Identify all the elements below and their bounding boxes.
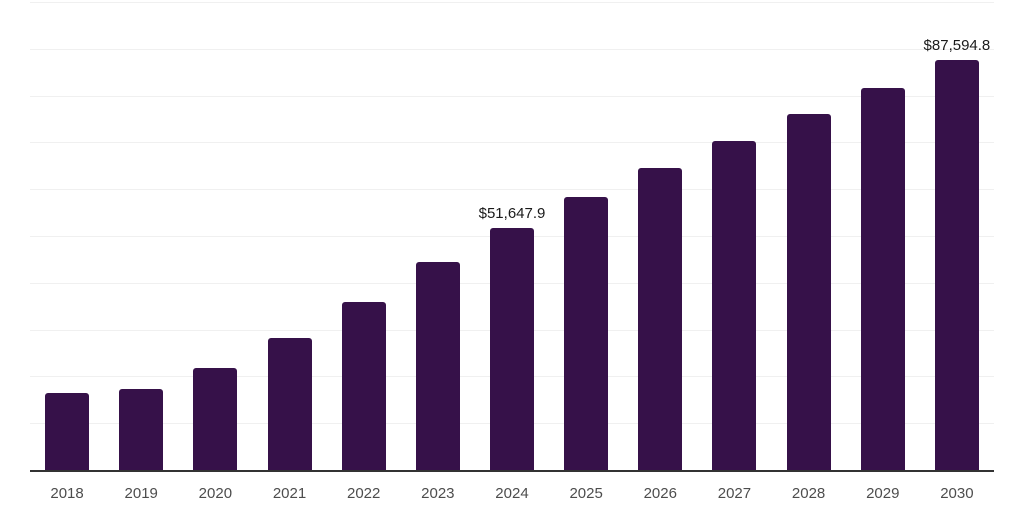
bar-2020[interactable] xyxy=(193,367,238,470)
x-tick-2026: 2026 xyxy=(643,485,677,502)
x-tick-2023: 2023 xyxy=(421,485,455,502)
bar-2025[interactable] xyxy=(564,197,609,470)
bar-2027[interactable] xyxy=(712,140,757,470)
x-tick-2024: 2024 xyxy=(495,485,529,502)
bar-2030[interactable] xyxy=(934,60,979,470)
bar-2018[interactable] xyxy=(45,393,90,470)
x-tick-2029: 2029 xyxy=(866,485,900,502)
bar-2022[interactable] xyxy=(341,302,386,470)
gridline xyxy=(30,95,994,97)
plot-area: $51,647.9 $87,594.8 xyxy=(30,2,994,470)
gridline xyxy=(30,142,994,144)
bar-2029[interactable] xyxy=(860,87,905,470)
x-tick-2018: 2018 xyxy=(50,485,84,502)
x-tick-2019: 2019 xyxy=(124,485,158,502)
x-axis-line xyxy=(30,470,994,472)
bar-2023[interactable] xyxy=(415,262,460,470)
bar-2024[interactable] xyxy=(490,228,534,470)
x-tick-2020: 2020 xyxy=(198,485,233,502)
bar-2021[interactable] xyxy=(267,338,312,470)
bar-2026[interactable] xyxy=(638,168,683,470)
bar-value-label-2024: $51,647.9 xyxy=(478,205,546,223)
x-tick-2028: 2028 xyxy=(791,485,826,502)
bar-2019[interactable] xyxy=(119,389,164,470)
x-tick-2025: 2025 xyxy=(569,485,603,502)
gridline xyxy=(30,2,994,3)
gridline xyxy=(30,48,994,50)
x-tick-2027: 2027 xyxy=(717,485,752,502)
gridline xyxy=(30,189,994,191)
x-tick-2030: 2030 xyxy=(940,485,974,502)
x-axis-labels: 2018 2019 2020 2021 2022 2023 2024 2025 2026 2027… xyxy=(30,485,994,505)
bar-value-label-2030: $87,594.8 xyxy=(923,37,991,55)
x-tick-2021: 2021 xyxy=(272,485,307,502)
x-tick-2022: 2022 xyxy=(346,485,381,502)
bar-2028[interactable] xyxy=(786,114,831,470)
